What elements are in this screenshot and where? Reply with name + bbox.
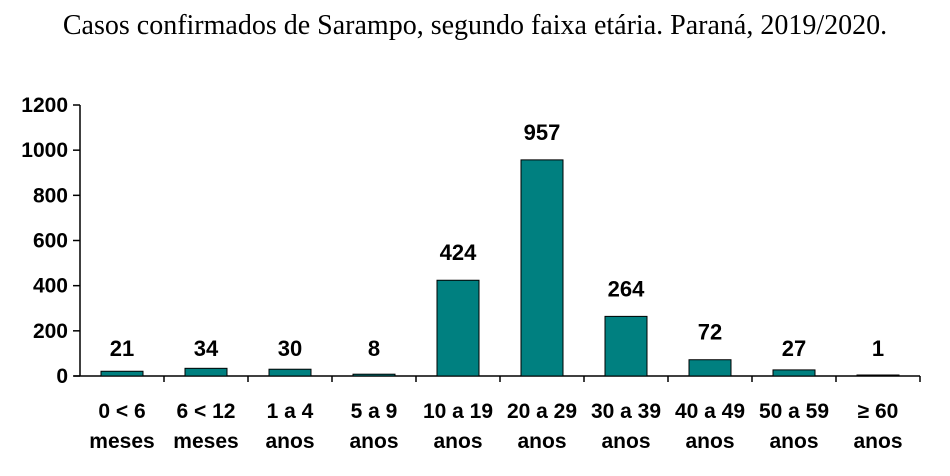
x-tick-label: 1 a 4 (267, 400, 314, 423)
data-label: 72 (698, 320, 722, 345)
x-tick-label: 10 a 19 (423, 400, 493, 423)
y-tick-label: 0 (56, 365, 68, 388)
x-tick-label: anos (685, 430, 734, 453)
x-tick-label: meses (89, 430, 154, 453)
bar (856, 374, 900, 377)
data-label: 30 (278, 336, 302, 361)
x-tick-label: anos (853, 430, 902, 453)
x-tick-label: anos (601, 430, 650, 453)
bar (184, 367, 228, 377)
x-tick-label: 20 a 29 (507, 400, 577, 423)
data-label: 27 (782, 336, 806, 361)
x-tick-label: 0 < 6 (98, 400, 145, 423)
x-tick-label: anos (349, 430, 398, 453)
data-label: 1 (872, 336, 884, 361)
bar (352, 373, 396, 377)
bar (604, 315, 648, 377)
chart-title: Casos confirmados de Sarampo, segundo fa… (62, 10, 888, 41)
x-tick-label: anos (769, 430, 818, 453)
x-tick-label: anos (433, 430, 482, 453)
y-tick-label: 400 (33, 275, 68, 298)
x-tick-label: 5 a 9 (351, 400, 398, 423)
x-tick-label: 50 a 59 (759, 400, 829, 423)
x-tick-label: anos (265, 430, 314, 453)
data-label: 957 (524, 120, 561, 145)
y-tick-label: 200 (33, 320, 68, 343)
x-tick-label: 40 a 49 (675, 400, 745, 423)
bar (100, 370, 144, 377)
data-label: 21 (110, 336, 134, 361)
bar (268, 368, 312, 377)
bar (688, 359, 732, 377)
x-tick-label: anos (517, 430, 566, 453)
bar (520, 159, 564, 377)
bar (436, 279, 480, 377)
data-label: 424 (440, 240, 477, 265)
data-label: 264 (608, 276, 645, 301)
x-tick-label: 30 a 39 (591, 400, 661, 423)
x-tick-label: ≥ 60 (858, 400, 899, 423)
y-tick-label: 600 (33, 230, 68, 253)
y-tick-label: 1200 (21, 94, 68, 117)
bar (772, 369, 816, 377)
y-tick-label: 800 (33, 184, 68, 207)
y-tick-label: 1000 (21, 139, 68, 162)
x-tick-label: 6 < 12 (177, 400, 236, 423)
data-label: 34 (194, 336, 219, 361)
data-label: 8 (368, 336, 380, 361)
x-tick-label: meses (173, 430, 238, 453)
